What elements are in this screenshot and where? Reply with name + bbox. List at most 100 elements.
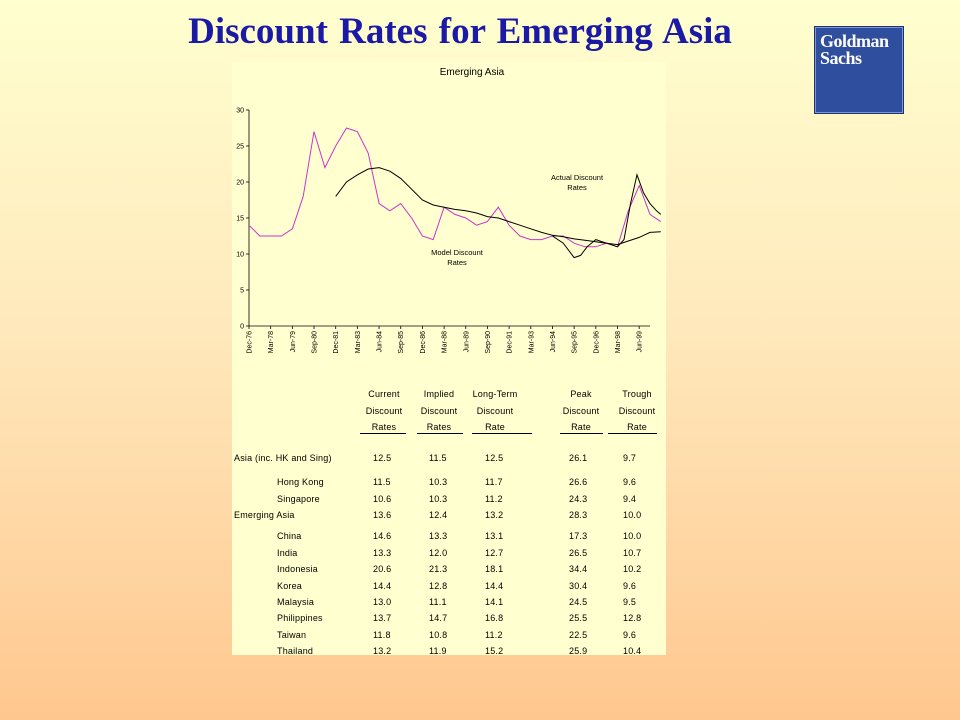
table-cell: 11.7 <box>485 477 503 487</box>
table-cell: 11.1 <box>429 597 447 607</box>
table-cell: 9.6 <box>623 581 637 591</box>
table-cell: 14.7 <box>429 613 448 623</box>
table-cell: 13.7 <box>373 613 392 623</box>
table-row-label: Singapore <box>277 494 320 504</box>
table-cell: 20.6 <box>373 564 392 574</box>
x-tick-label: Dec-91 <box>507 331 514 354</box>
table-cell: 14.4 <box>373 581 392 591</box>
table-row-label: Emerging Asia <box>234 510 295 520</box>
x-tick-label: Sep-85 <box>398 331 405 354</box>
x-tick-label: Mar-98 <box>615 331 622 353</box>
column-header: Implied <box>423 389 455 399</box>
table-cell: 9.5 <box>623 597 637 607</box>
table-cell: 10.0 <box>623 531 642 541</box>
table-cell: 13.2 <box>373 646 392 656</box>
series-line-model <box>335 167 661 246</box>
column-header: Discount <box>618 406 656 416</box>
x-tick-label: Sep-80 <box>312 331 319 354</box>
column-header: Long-Term <box>472 389 518 399</box>
x-tick-label: Dec-96 <box>593 331 600 354</box>
annotation-actual-discount-rates: Actual Discount Rates <box>551 173 604 192</box>
x-tick-label: Jun-99 <box>637 331 644 353</box>
column-header: Rate <box>627 422 647 432</box>
table-cell: 9.6 <box>623 477 637 487</box>
table-cell: 10.6 <box>373 494 392 504</box>
table-cell: 12.5 <box>373 453 392 463</box>
chart-title: Emerging Asia <box>440 67 505 78</box>
table-cell: 11.2 <box>485 630 503 640</box>
table-cell: 9.4 <box>623 494 637 504</box>
column-header: Rates <box>426 422 452 432</box>
x-tick-label: Mar-88 <box>442 331 449 353</box>
table-cell: 12.8 <box>429 581 448 591</box>
table-cell: 24.5 <box>569 597 588 607</box>
table-cell: 11.9 <box>429 646 447 656</box>
discount-rates-table: Current Discount Rates Implied Discount Rates… <box>232 388 666 656</box>
table-row-label: Hong Kong <box>277 477 324 487</box>
table-cell: 10.4 <box>623 646 642 656</box>
table-cell: 10.2 <box>623 564 642 574</box>
table-cell: 26.1 <box>569 453 588 463</box>
x-tick-label: Jun-94 <box>550 331 557 353</box>
series-line-actual <box>248 127 662 248</box>
x-tick-label: Mar-93 <box>528 331 535 353</box>
x-tick-label: Jun-79 <box>290 331 297 353</box>
table-cell: 12.4 <box>429 510 448 520</box>
x-tick-label: Dec-81 <box>333 331 340 354</box>
table-cell: 25.9 <box>569 646 588 656</box>
slide-title: Discount Rates for Emerging Asia <box>188 11 732 52</box>
column-header: Rate <box>485 422 505 432</box>
table-cell: 10.8 <box>429 630 448 640</box>
table-cell: 14.1 <box>485 597 504 607</box>
table-cell: 14.6 <box>373 531 392 541</box>
table-cell: 13.0 <box>373 597 392 607</box>
x-tick-label: Dec-86 <box>420 331 427 354</box>
x-tick-label: Sep-95 <box>572 331 579 354</box>
column-header: Discount <box>365 406 403 416</box>
y-tick-label: 30 <box>236 108 244 115</box>
table-cell: 11.2 <box>485 494 503 504</box>
table-cell: 16.8 <box>485 613 504 623</box>
table-cell: 25.5 <box>569 613 588 623</box>
column-header: Rates <box>371 422 397 432</box>
column-header: Current <box>368 389 400 399</box>
column-header: Trough <box>622 389 652 399</box>
table-row-label: Asia (inc. HK and Sing) <box>234 453 332 463</box>
x-tick-label: Mar-78 <box>268 331 275 353</box>
table-cell: 12.8 <box>623 613 642 623</box>
column-header: Discount <box>476 406 514 416</box>
header-underline <box>472 433 532 434</box>
table-cell: 12.5 <box>485 453 504 463</box>
table-cell: 14.4 <box>485 581 504 591</box>
table-row-label: Thailand <box>277 646 314 656</box>
table-row-label: China <box>277 531 302 541</box>
table-cell: 15.2 <box>485 646 504 656</box>
table-cell: 10.7 <box>623 548 642 558</box>
table-cell: 10.3 <box>429 477 448 487</box>
table-cell: 9.7 <box>623 453 637 463</box>
y-tick-label: 15 <box>236 216 244 223</box>
table-row-label: India <box>277 548 298 558</box>
table-cell: 9.6 <box>623 630 637 640</box>
chart-panel: Emerging Asia 0 5 10 15 20 25 30 Dec-76 Mar-78 Jun… <box>232 62 666 656</box>
table-cell: 30.4 <box>569 581 588 591</box>
table-row-label: Indonesia <box>277 564 318 574</box>
x-tick-label: Dec-76 <box>247 331 254 354</box>
table-cell: 13.2 <box>485 510 504 520</box>
x-tick-label: Jun-89 <box>463 331 470 353</box>
table-cell: 11.5 <box>373 477 391 487</box>
table-cell: 11.5 <box>429 453 447 463</box>
header-underline <box>360 433 406 434</box>
line-chart: Emerging Asia 0 5 10 15 20 25 30 Dec-76 Mar-78 Jun… <box>236 67 662 354</box>
table-row-label: Philippines <box>277 613 323 623</box>
table-cell: 24.3 <box>569 494 588 504</box>
logo-line-1: Goldman <box>820 31 889 51</box>
table-cell: 13.6 <box>373 510 392 520</box>
logo-line-2: Sachs <box>820 48 862 68</box>
table-cell: 34.4 <box>569 564 588 574</box>
header-underline <box>417 433 463 434</box>
table-cell: 22.5 <box>569 630 588 640</box>
y-tick-label: 20 <box>236 180 244 187</box>
column-header: Discount <box>420 406 458 416</box>
table-cell: 13.3 <box>429 531 448 541</box>
